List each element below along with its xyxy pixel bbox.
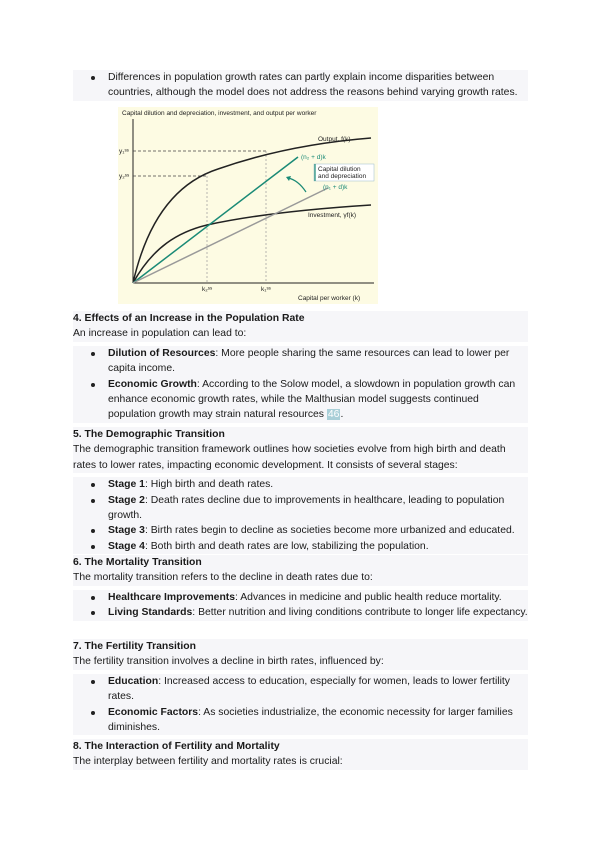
section: 6. The Mortality Transition The mortality…	[73, 555, 528, 621]
list-item: Healthcare Improvements: Advances in med…	[73, 589, 528, 606]
solow-population-figure: Capital dilution and depreciation, inves…	[118, 107, 378, 304]
section-list: Stage 1: High birth and death rates. Stag…	[73, 477, 528, 555]
line-n1-d	[132, 187, 329, 284]
arrow-head-icon	[286, 176, 291, 181]
box-label: Capital dilution	[318, 166, 361, 173]
item-term: Stage 1	[108, 479, 145, 491]
citation-link[interactable]: 46	[326, 409, 341, 421]
item-term: Education	[108, 675, 159, 687]
list-item: Education: Increased access to education…	[73, 673, 528, 705]
item-text: : As societies industrialize, the econom…	[108, 706, 513, 734]
item-text: : Better nutrition and living conditions…	[192, 607, 528, 619]
item-text: : High birth and death rates.	[144, 479, 274, 491]
section: 7. The Fertility Transition The fertility…	[73, 639, 528, 736]
item-text: : Increased access to education, especia…	[108, 675, 510, 703]
list-item: Stage 2: Death rates decline due to impr…	[73, 492, 528, 524]
line1-label: (n₁ + d)k	[323, 184, 348, 191]
section: 8. The Interaction of Fertility and Mort…	[73, 739, 528, 770]
item-term: Living Standards	[108, 607, 193, 619]
section-heading: 8. The Interaction of Fertility and Mort…	[73, 739, 528, 755]
section: 4. Effects of an Increase in the Populat…	[73, 311, 528, 423]
item-term: Economic Growth	[108, 378, 197, 390]
section-heading: 5. The Demographic Transition	[73, 427, 528, 443]
section-list: Dilution of Resources: More people shari…	[73, 345, 528, 423]
list-item: Stage 4: Both birth and death rates are …	[73, 538, 528, 555]
y1-label: y₁ˢˢ	[119, 148, 130, 155]
shift-arrow	[287, 177, 307, 193]
list-item: Stage 1: High birth and death rates.	[73, 477, 528, 493]
list-item: Economic Growth: According to the Solow …	[73, 376, 528, 423]
item-text: : Death rates decline due to improvement…	[108, 494, 505, 522]
section: 5. The Demographic Transition The demogra…	[73, 427, 528, 555]
section-list: Education: Increased access to education…	[73, 673, 528, 736]
list-item: Living Standards: Better nutrition and l…	[73, 605, 528, 621]
section-heading: 4. Effects of an Increase in the Populat…	[73, 311, 528, 327]
line-n2-d	[132, 156, 299, 284]
list-item: Stage 3: Birth rates begin to decline as…	[73, 523, 528, 539]
k1-label: k₁ˢˢ	[261, 286, 272, 293]
item-term: Healthcare Improvements	[108, 591, 236, 603]
section-heading: 6. The Mortality Transition	[73, 555, 528, 571]
item-text: : Both birth and death rates are low, st…	[144, 540, 429, 552]
annotation-box	[313, 163, 375, 182]
section-list: Healthcare Improvements: Advances in med…	[73, 589, 528, 621]
intro-list: Differences in population growth rates c…	[73, 70, 528, 101]
investment-label: Investment, γf(k)	[308, 212, 356, 219]
section-intro: The mortality transition refers to the d…	[73, 570, 528, 586]
figure-title: Capital dilution and depreciation, inves…	[122, 110, 317, 117]
section-heading: 7. The Fertility Transition	[73, 639, 528, 655]
y2-label: y₂ˢˢ	[119, 173, 130, 180]
item-term: Stage 4	[108, 540, 145, 552]
output-curve	[132, 137, 372, 284]
item-term: Stage 3	[108, 525, 145, 537]
item-term: Economic Factors	[108, 706, 199, 718]
item-text: : Advances in medicine and public health…	[235, 591, 502, 603]
item-term: Stage 2	[108, 494, 145, 506]
x-axis-label: Capital per worker (k)	[298, 295, 360, 302]
item-text: : More people sharing the same resources…	[108, 347, 510, 375]
list-item: Economic Factors: As societies industria…	[73, 704, 528, 736]
section-intro: The interplay between fertility and mort…	[73, 754, 528, 770]
section-intro: An increase in population can lead to:	[73, 326, 528, 342]
item-term: Dilution of Resources	[108, 347, 216, 359]
section-intro: The fertility transition involves a decl…	[73, 654, 528, 670]
list-item: Dilution of Resources: More people shari…	[73, 345, 528, 377]
section-intro: The demographic transition framework out…	[73, 442, 528, 474]
item-text: : According to the Solow model, a slowdo…	[108, 378, 516, 421]
box-label: and depreciation	[318, 173, 366, 180]
output-label: Output, f(k)	[318, 136, 351, 143]
list-item: Differences in population growth rates c…	[73, 70, 528, 101]
investment-curve	[132, 204, 372, 284]
item-tail: .	[340, 409, 344, 421]
k2-label: k₂ˢˢ	[202, 286, 213, 293]
line2-label: (n₂ + d)k	[301, 154, 326, 161]
item-text: : Birth rates begin to decline as societ…	[144, 525, 515, 537]
